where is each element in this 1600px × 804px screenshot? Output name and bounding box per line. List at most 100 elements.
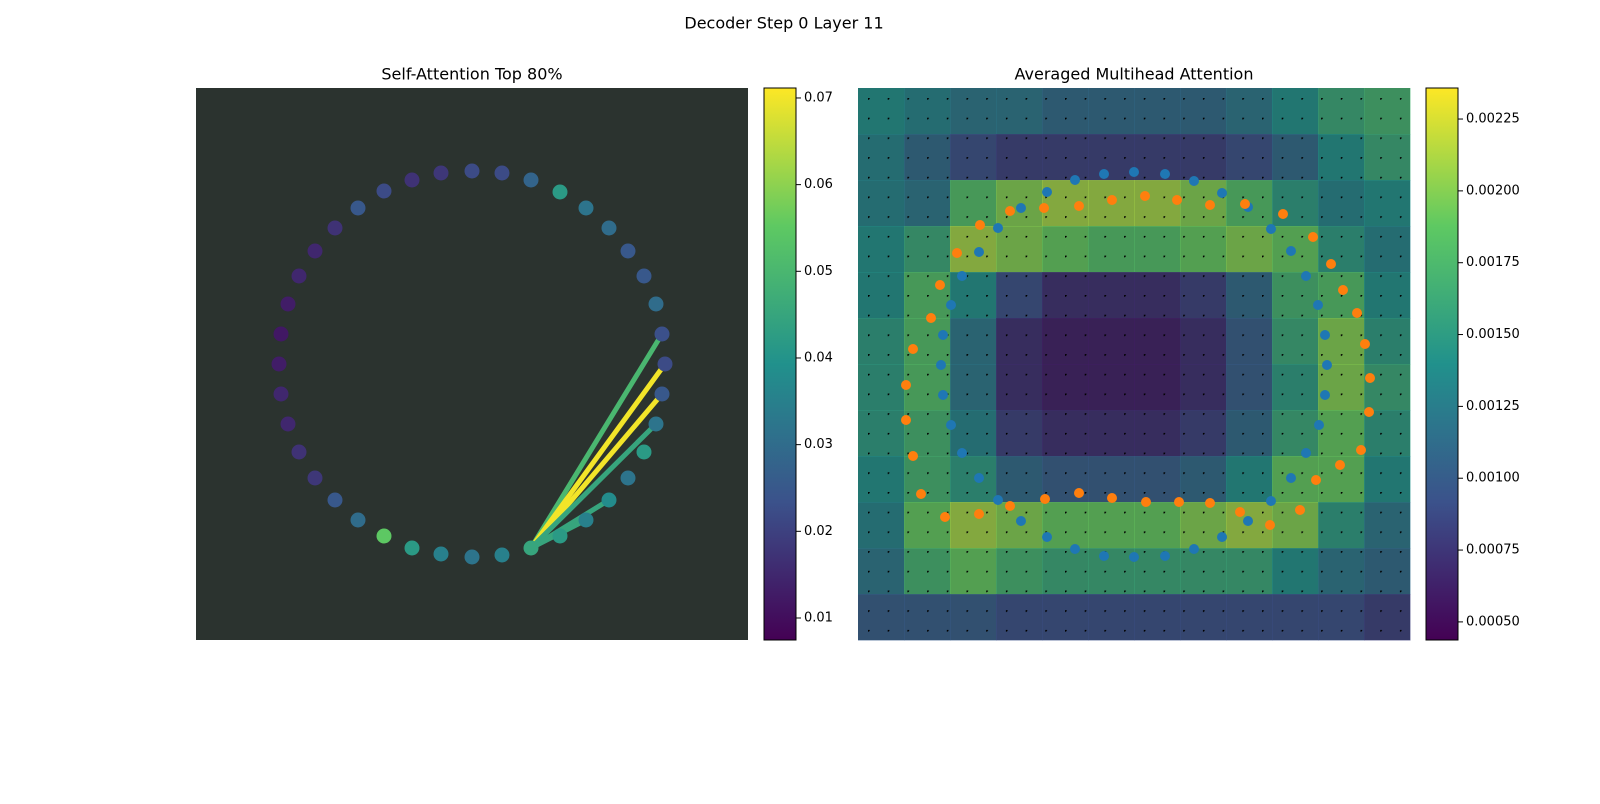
query-point: [523, 540, 539, 556]
point: [1320, 390, 1330, 400]
point: [940, 512, 950, 522]
colorbar-tick-label: 0.00200: [1466, 183, 1520, 198]
colorbar-tick-label: 0.01: [804, 610, 833, 625]
point: [901, 415, 911, 425]
point: [1313, 300, 1323, 310]
sampling-grid: [858, 88, 1410, 640]
point: [1265, 520, 1275, 530]
point: [1042, 532, 1052, 542]
query-point: [552, 184, 568, 200]
point: [1074, 488, 1084, 498]
point: [946, 420, 956, 430]
colorbar-tick-label: 0.00050: [1466, 614, 1520, 629]
point: [1301, 448, 1311, 458]
query-point: [636, 268, 652, 284]
point: [1189, 544, 1199, 554]
attention-link: [528, 362, 668, 550]
point: [908, 344, 918, 354]
point: [1129, 167, 1139, 177]
query-point: [327, 492, 343, 508]
point: [1286, 473, 1296, 483]
point: [1266, 496, 1276, 506]
query-point: [648, 416, 664, 432]
query-point: [307, 470, 323, 486]
colorbar-tick-label: 0.06: [804, 177, 833, 192]
point: [908, 451, 918, 461]
point: [1016, 516, 1026, 526]
point: [1311, 475, 1321, 485]
query-point: [552, 528, 568, 544]
point: [1217, 188, 1227, 198]
point: [1314, 420, 1324, 430]
point: [936, 360, 946, 370]
query-point: [636, 444, 652, 460]
point: [1016, 203, 1026, 213]
point: [1074, 201, 1084, 211]
point: [1352, 308, 1362, 318]
query-point: [291, 444, 307, 460]
attention-link: [529, 392, 664, 550]
colorbar-tick-label: 0.02: [804, 524, 833, 539]
point: [1356, 445, 1366, 455]
point: [1174, 497, 1184, 507]
colorbar-tick-label: 0.00225: [1466, 112, 1520, 127]
query-point: [657, 356, 673, 372]
point: [993, 223, 1003, 233]
point: [1320, 330, 1330, 340]
query-point: [350, 512, 366, 528]
point: [935, 280, 945, 290]
point: [1189, 176, 1199, 186]
point: [952, 248, 962, 258]
point: [1235, 507, 1245, 517]
point: [1205, 498, 1215, 508]
colorbar-tick-label: 0.00150: [1466, 327, 1520, 342]
point: [1364, 407, 1374, 417]
point: [1172, 195, 1182, 205]
point: [1278, 209, 1288, 219]
attention-link: [528, 332, 665, 550]
point: [1360, 339, 1370, 349]
point: [974, 509, 984, 519]
query-point: [350, 200, 366, 216]
point: [957, 448, 967, 458]
query-point: [578, 512, 594, 528]
query-point: [654, 326, 670, 342]
point: [1070, 544, 1080, 554]
point: [1338, 285, 1348, 295]
colorbar-tick-label: 0.05: [804, 264, 833, 279]
query-point: [291, 268, 307, 284]
point: [1070, 175, 1080, 185]
point: [1005, 501, 1015, 511]
query-point: [280, 416, 296, 432]
query-point: [433, 165, 449, 181]
query-point: [273, 326, 289, 342]
query-point: [601, 492, 617, 508]
point: [901, 380, 911, 390]
point: [1160, 551, 1170, 561]
colorbar-tick-label: 0.00125: [1466, 399, 1520, 414]
query-point: [307, 243, 323, 259]
colorbar: [1425, 87, 1459, 641]
query-point: [404, 172, 420, 188]
figure-title: Decoder Step 0 Layer 11: [684, 14, 883, 33]
point: [1295, 505, 1305, 515]
point: [1099, 169, 1109, 179]
image-background: [196, 88, 748, 640]
query-point: [523, 172, 539, 188]
point: [1005, 206, 1015, 216]
colorbar-tick-label: 0.00100: [1466, 471, 1520, 486]
point: [1335, 460, 1345, 470]
point: [993, 495, 1003, 505]
point: [1286, 246, 1296, 256]
point: [1140, 191, 1150, 201]
panel-title: Self-Attention Top 80%: [381, 65, 562, 84]
colorbar-tick-label: 0.00175: [1466, 255, 1520, 270]
query-point: [433, 546, 449, 562]
point: [1217, 532, 1227, 542]
point: [938, 330, 948, 340]
panel-title: Averaged Multihead Attention: [1015, 65, 1254, 84]
point: [1365, 373, 1375, 383]
point: [1042, 187, 1052, 197]
colorbar-tick-label: 0.04: [804, 350, 833, 365]
